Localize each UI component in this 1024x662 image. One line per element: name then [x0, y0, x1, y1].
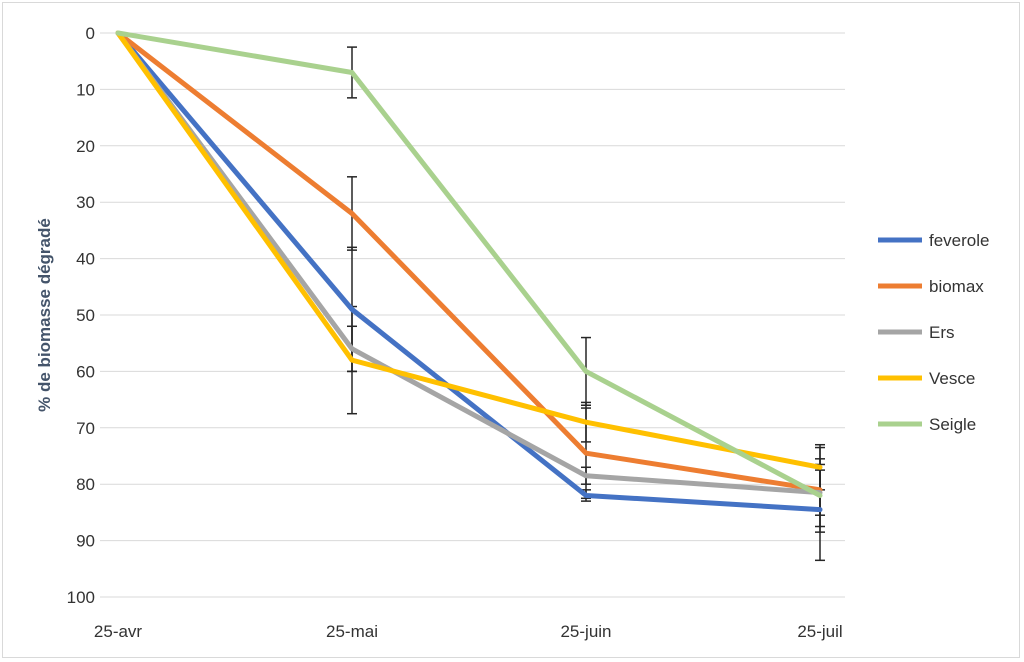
legend-item: biomax: [878, 277, 984, 296]
series-line-ers: [115, 30, 823, 496]
series-line-vesce: [115, 30, 823, 470]
legend-item: Ers: [878, 323, 955, 342]
x-tick-label: 25-avr: [94, 622, 143, 641]
series-line-feverole: [115, 30, 823, 513]
x-tick-labels: 25-avr 25-mai 25-juin 25-juil: [94, 622, 843, 641]
legend-item: Seigle: [878, 415, 976, 434]
legend-label: feverole: [929, 231, 989, 250]
y-tick-label: 100: [67, 588, 95, 607]
legend-label: biomax: [929, 277, 984, 296]
y-tick-label: 20: [76, 137, 95, 156]
legend-item: feverole: [878, 231, 989, 250]
y-tick-label: 80: [76, 475, 95, 494]
y-tick-label: 10: [76, 80, 95, 99]
legend-item: Vesce: [878, 369, 975, 388]
y-tick-label: 30: [76, 193, 95, 212]
legend: feverole biomax Ers Vesce Seigle: [878, 231, 989, 434]
legend-label: Vesce: [929, 369, 975, 388]
y-tick-label: 50: [76, 306, 95, 325]
x-tick-label: 25-juin: [560, 622, 611, 641]
y-axis-label: % de biomasse dégradé: [35, 218, 54, 412]
legend-label: Seigle: [929, 415, 976, 434]
y-tick-label: 70: [76, 419, 95, 438]
x-tick-label: 25-juil: [797, 622, 842, 641]
legend-label: Ers: [929, 323, 955, 342]
series-line-seigle: [115, 30, 823, 498]
y-tick-labels: 0 10 20 30 40 50 60 70 80 90 100: [67, 24, 95, 607]
y-tick-label: 90: [76, 532, 95, 551]
series-line-biomax: [115, 30, 823, 493]
series-lines: [115, 30, 823, 513]
x-tick-label: 25-mai: [326, 622, 378, 641]
y-tick-label: 40: [76, 250, 95, 269]
error-bars: [347, 46, 825, 562]
gridlines: [100, 32, 845, 598]
y-tick-label: 0: [86, 24, 95, 43]
y-tick-label: 60: [76, 362, 95, 381]
